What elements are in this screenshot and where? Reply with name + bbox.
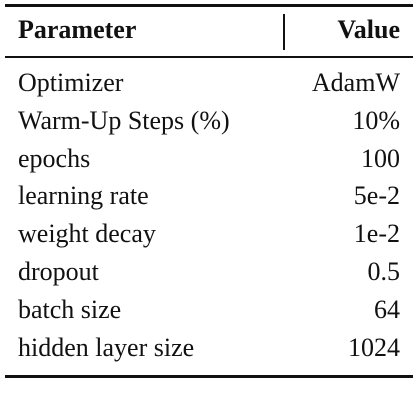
header-cell: Parameter xyxy=(18,15,137,44)
parameter-cell: Optimizer xyxy=(18,68,124,97)
mid-rule xyxy=(5,56,413,58)
parameter-cell: epochs xyxy=(18,143,91,173)
parameter-cell: dropout xyxy=(18,257,99,286)
value-cell: 10% xyxy=(352,105,400,135)
top-rule xyxy=(5,4,413,7)
value-cell: 1024 xyxy=(348,332,400,362)
bottom-rule xyxy=(5,375,413,378)
parameter-cell: learning rate xyxy=(18,181,149,211)
value-cell: 1e-2 xyxy=(353,219,400,249)
parameter-cell: weight decay xyxy=(18,219,156,249)
parameter-cell: batch size xyxy=(18,294,122,324)
value-cell: 100 xyxy=(361,143,400,173)
value-cell: AdamW xyxy=(311,68,400,97)
header-cell: Value xyxy=(337,15,400,44)
parameter-cell: Warm-Up Steps (%) xyxy=(18,105,230,135)
parameter-cell: hidden layer size xyxy=(18,332,195,362)
value-cell: 0.5 xyxy=(367,257,401,286)
value-cell: 64 xyxy=(374,294,400,324)
column-separator xyxy=(283,14,285,50)
value-cell: 5e-2 xyxy=(353,181,400,211)
